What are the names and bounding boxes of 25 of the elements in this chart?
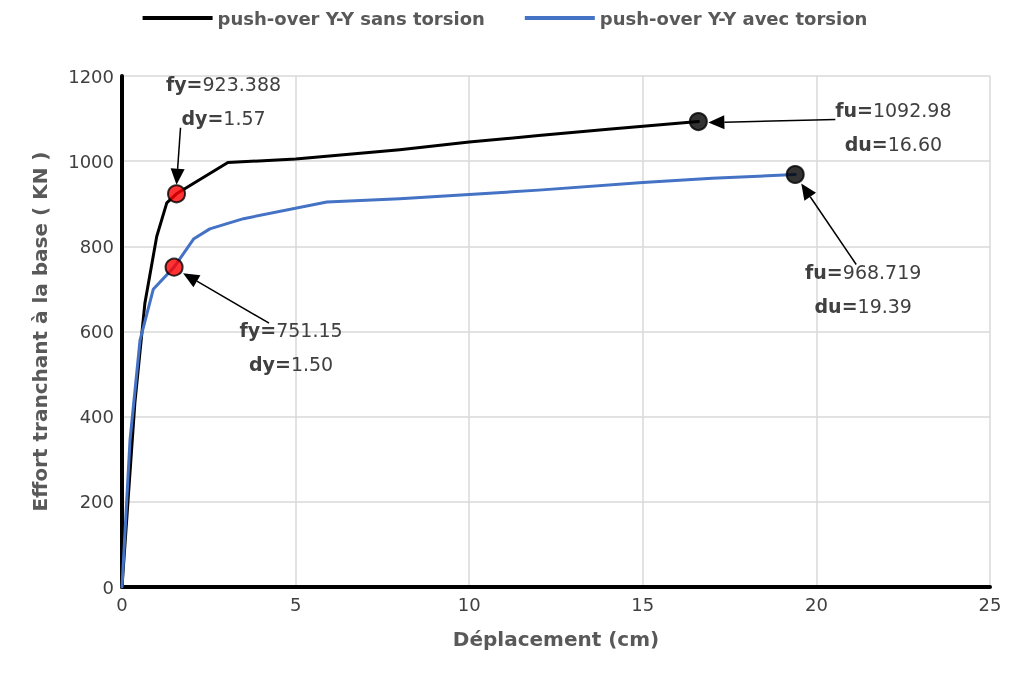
annotation: fy=751.15 dy=1.50 [239, 319, 343, 376]
y-tick-label: 1200 [68, 65, 114, 87]
annotation: fu=968.719 du=19.39 [805, 261, 922, 318]
y-tick-label: 600 [79, 321, 114, 342]
x-tick-label: 15 [631, 593, 655, 615]
point [164, 257, 184, 277]
y-tick-label: 800 [79, 235, 114, 257]
y-tick-label: 0 [102, 576, 114, 598]
annotation: fy=923.388 dy=1.57 [165, 72, 282, 129]
legend-label: push-over Y-Y sans torsion [217, 7, 485, 29]
x-tick-label: 25 [978, 593, 1002, 615]
legend-label: push-over Y-Y avec torsion [599, 7, 868, 29]
x-tick-label: 5 [289, 593, 302, 615]
x-tick-label: 20 [804, 593, 828, 615]
point [785, 164, 805, 184]
x-tick-label: 10 [457, 593, 481, 615]
y-tick-label: 1000 [68, 150, 114, 172]
point [167, 184, 187, 204]
annotation: fu=1092.98 du=16.60 [835, 98, 952, 155]
y-axis-title: Effort tranchant à la base ( KN ) [28, 151, 52, 512]
y-tick-label: 400 [79, 406, 114, 428]
y-tick-label: 200 [79, 491, 114, 513]
point [688, 112, 708, 132]
x-tick-label: 0 [116, 593, 128, 615]
x-axis-title: Déplacement (cm) [452, 627, 660, 651]
